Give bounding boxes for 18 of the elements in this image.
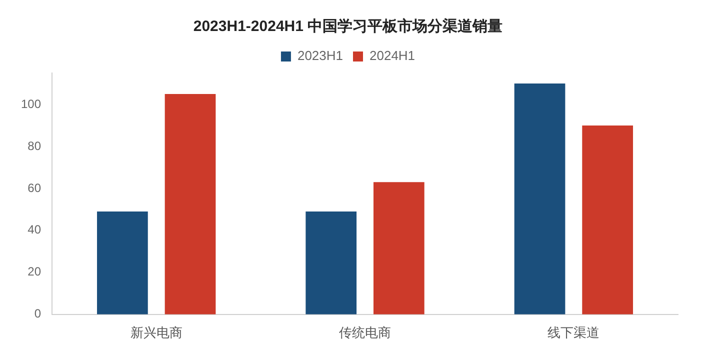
chart-title: 2023H1-2024H1 中国学习平板市场分渠道销量 xyxy=(193,17,503,36)
y-tick-label: 100 xyxy=(20,96,42,111)
y-tick-label: 20 xyxy=(28,264,42,279)
bar xyxy=(582,125,634,314)
x-tick-label: 传统电商 xyxy=(339,324,392,340)
x-tick-label: 线下渠道 xyxy=(548,324,600,340)
legend-label: 2023H1 xyxy=(297,48,344,64)
y-tick-label: 0 xyxy=(34,306,42,321)
bar xyxy=(514,83,566,314)
x-tick-label: 新兴电商 xyxy=(130,324,182,340)
legend-label: 2024H1 xyxy=(370,48,416,64)
bar xyxy=(373,182,424,314)
y-tick-label: 60 xyxy=(28,180,42,195)
bar xyxy=(306,212,357,314)
y-tick-label: 40 xyxy=(28,222,42,237)
y-tick-label: 80 xyxy=(28,138,42,153)
bar xyxy=(97,212,148,314)
bar xyxy=(164,94,216,314)
